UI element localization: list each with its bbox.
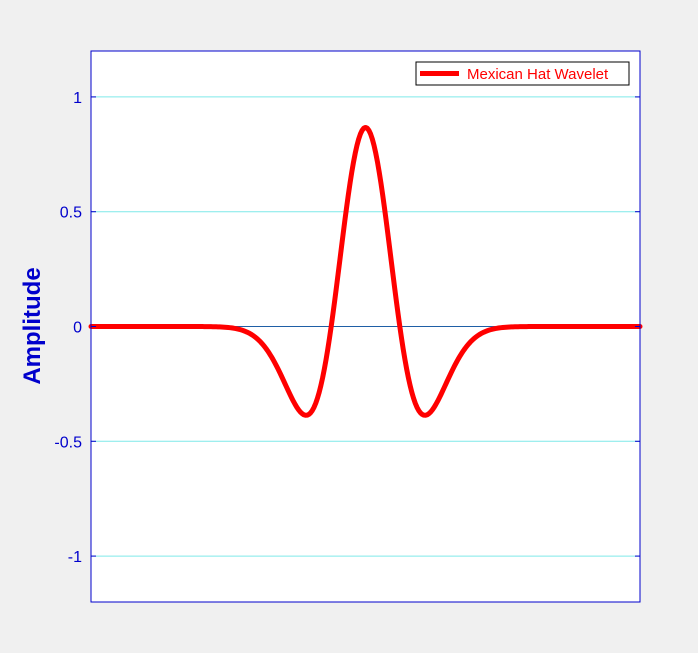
series-layer xyxy=(88,124,643,418)
legend-entry-mexican-hat-wavelet: Mexican Hat Wavelet xyxy=(467,66,609,83)
legend: Mexican Hat Wavelet xyxy=(415,61,630,86)
y-axis-label: Amplitude xyxy=(19,267,46,384)
y-ticks: -1 -0.5 0 0.5 1 xyxy=(54,90,640,566)
legend-box xyxy=(415,61,630,86)
series-line-mexican-hat-wavelet xyxy=(88,124,643,418)
y-tick-label: 0 xyxy=(73,320,82,337)
y-tick-label: -1 xyxy=(68,549,82,566)
y-tick-label: 0.5 xyxy=(60,205,82,222)
y-tick-label: -0.5 xyxy=(54,434,82,451)
y-tick-label: 1 xyxy=(73,90,82,107)
